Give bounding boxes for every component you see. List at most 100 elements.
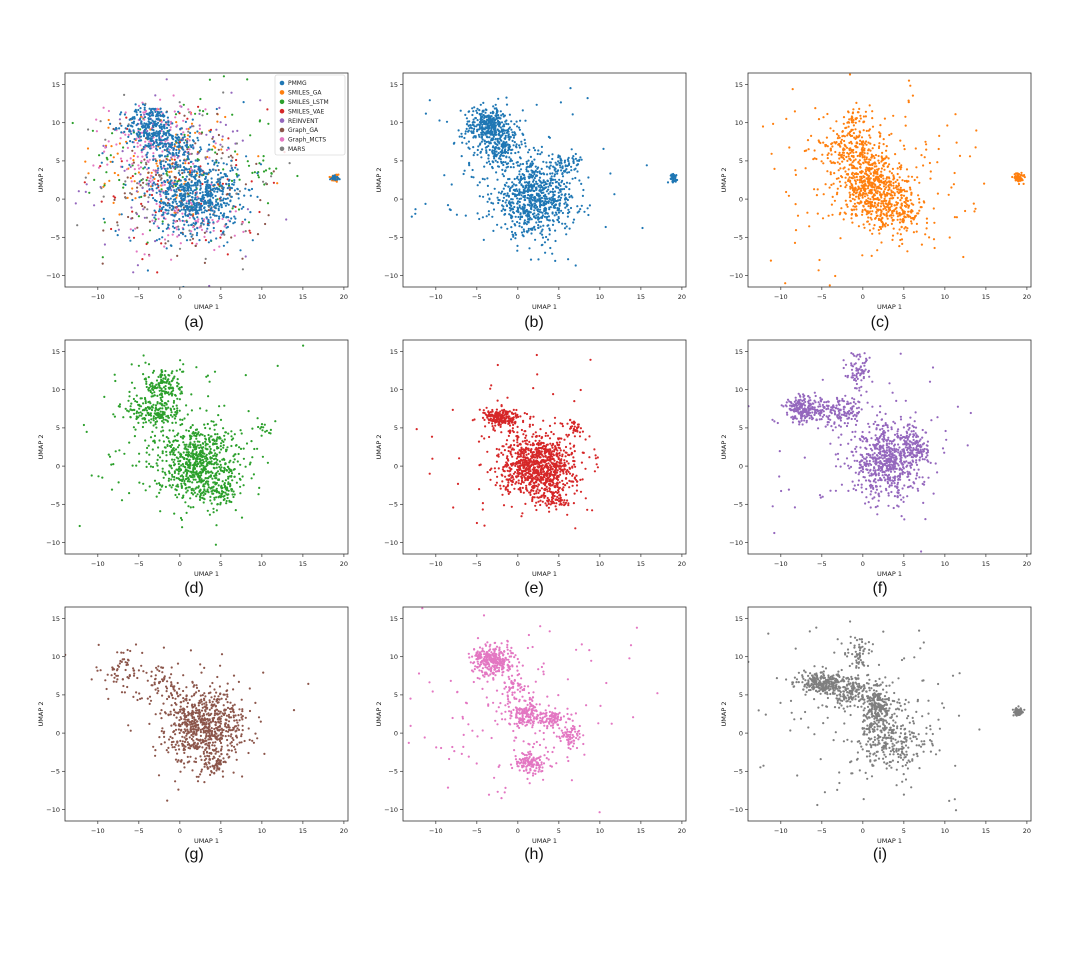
data-point [873,165,876,168]
data-point [533,177,536,180]
data-point [485,215,488,218]
data-point [193,170,196,173]
data-point [534,170,537,173]
data-point [848,73,852,76]
data-point [858,120,861,123]
data-point [154,159,158,162]
data-point [479,119,483,122]
data-point [172,147,175,150]
data-point [215,200,218,203]
data-point [146,124,149,127]
data-point [859,163,862,166]
data-point [176,211,179,214]
data-point [109,122,112,125]
data-point [142,111,145,114]
legend-marker [279,80,285,86]
data-point [849,193,852,197]
data-point [226,192,229,196]
data-point [163,148,166,152]
data-point [474,117,477,120]
data-point [155,134,158,137]
data-point [892,184,895,187]
data-point [134,108,137,111]
data-point [192,175,195,178]
data-point [536,152,539,156]
data-point [247,221,251,224]
data-point [143,378,146,381]
data-point [554,199,557,203]
data-point [137,364,140,367]
data-point [555,213,558,216]
data-point [880,196,883,199]
data-point [498,123,501,126]
data-point [907,210,910,213]
data-point [177,151,180,154]
data-point [475,109,478,112]
data-point [510,230,514,233]
data-point [165,134,168,137]
data-point [171,181,174,184]
data-point [850,217,853,220]
data-point [212,145,215,148]
data-point [865,170,868,173]
data-point [272,170,275,173]
data-point [167,373,170,377]
data-point [224,197,227,201]
data-point [530,195,533,198]
data-point [84,190,87,193]
data-point [480,126,484,129]
data-point [513,141,516,144]
data-point [198,112,201,115]
data-point [806,211,809,214]
series-smiles-lstm [78,344,305,546]
data-point [555,185,558,188]
data-point [540,220,543,223]
data-point [169,133,172,136]
data-point [547,200,551,203]
data-point [182,159,186,162]
axes-frame [402,72,687,288]
data-point [450,183,453,186]
data-point [127,133,130,136]
data-point [477,128,480,131]
data-point [132,159,135,162]
data-point [414,212,417,215]
data-point [186,156,190,159]
data-point [138,167,141,170]
data-point [824,183,827,186]
data-point [136,113,139,116]
data-point [152,155,155,158]
data-point [843,158,846,161]
data-point [226,253,229,256]
data-point [216,188,219,191]
data-point [208,199,211,202]
scatter-points [761,73,1026,287]
data-point [843,148,846,151]
data-point [481,123,484,126]
data-point [101,262,104,265]
data-point [852,108,855,111]
data-point [182,198,185,201]
data-point [176,397,179,400]
data-point [530,232,533,235]
data-point [156,114,159,117]
data-point [868,229,872,232]
data-point [165,195,168,198]
data-point [164,145,167,148]
data-point [157,184,160,187]
data-point [244,218,247,221]
data-point [259,199,262,202]
data-point [224,123,227,126]
data-point [152,152,155,155]
data-point [854,205,857,208]
data-point [516,202,519,205]
data-point [518,222,521,225]
data-point [892,214,895,217]
data-point [502,175,505,178]
data-point [215,181,218,184]
data-point [131,149,134,152]
data-point [829,160,832,163]
data-point [154,132,157,135]
data-point [165,157,168,160]
data-point [194,219,197,222]
